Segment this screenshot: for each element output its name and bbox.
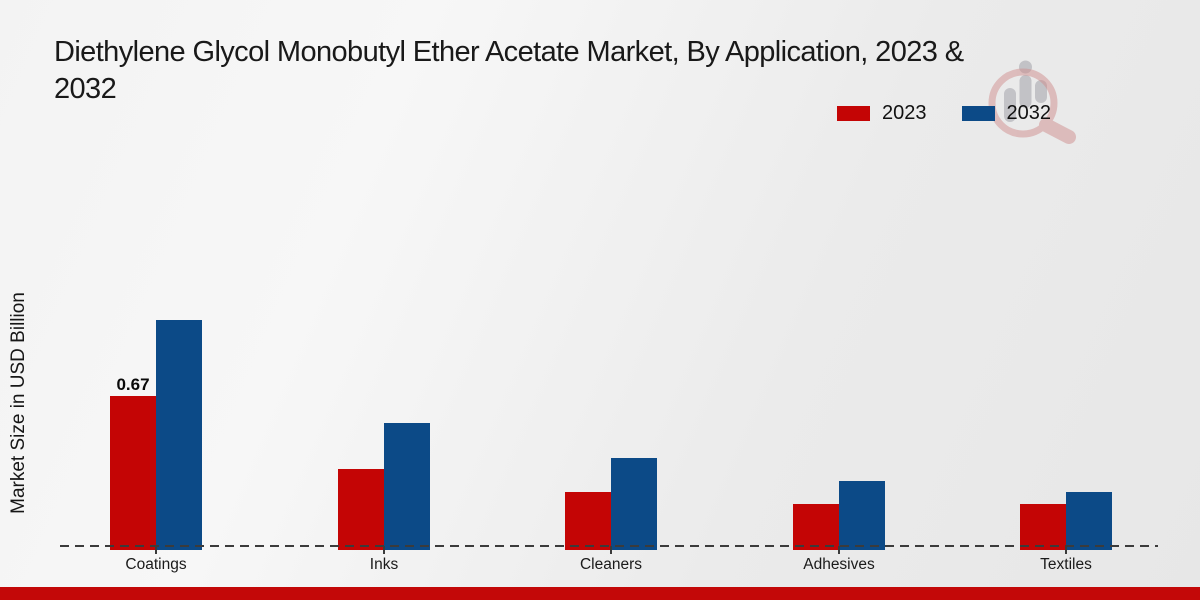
legend-item-2032: 2032 bbox=[961, 101, 1052, 125]
legend: 2023 2032 bbox=[837, 102, 1051, 124]
chart-title-line2: 2032 bbox=[54, 73, 117, 105]
chart-title: Diethylene Glycol Monobutyl Ether Acetat… bbox=[54, 34, 1184, 108]
x-axis-tick bbox=[1065, 546, 1067, 554]
value-label-coatings: 0.67 bbox=[116, 375, 150, 394]
x-axis-tick bbox=[155, 546, 157, 554]
category-label-textiles: Textiles bbox=[1040, 556, 1092, 573]
x-axis-tick bbox=[838, 546, 840, 554]
magnifier-bars-icon bbox=[988, 60, 1076, 144]
bar-2023-inks bbox=[338, 469, 384, 550]
zero-baseline bbox=[60, 545, 1158, 547]
category-label-coatings: Coatings bbox=[125, 556, 187, 573]
category-label-inks: Inks bbox=[369, 556, 399, 573]
legend-item-2023: 2023 bbox=[837, 102, 927, 125]
y-axis-label: Market Size in USD Billion bbox=[8, 292, 29, 514]
category-label-adhesives: Adhesives bbox=[803, 556, 875, 573]
category-label-cleaners: Cleaners bbox=[579, 556, 643, 573]
legend-swatch-2032 bbox=[961, 105, 995, 121]
bar-2032-inks bbox=[384, 423, 430, 550]
x-axis-tick bbox=[610, 546, 612, 554]
bar-2032-cleaners bbox=[611, 458, 657, 550]
bar-2023-textiles bbox=[1020, 504, 1066, 550]
bar-2032-textiles bbox=[1066, 492, 1112, 550]
footer-accent-bar bbox=[0, 587, 1200, 600]
x-axis-tick bbox=[383, 546, 385, 554]
bar-2023-coatings bbox=[110, 396, 156, 550]
bar-2032-adhesives bbox=[839, 481, 885, 550]
legend-swatch-2023 bbox=[837, 105, 870, 121]
legend-label-2023: 2023 bbox=[882, 101, 927, 124]
legend-label-2032: 2032 bbox=[1006, 101, 1052, 124]
bar-2023-adhesives bbox=[793, 504, 839, 550]
bar-2023-cleaners bbox=[565, 492, 611, 550]
chart-title-line1: Diethylene Glycol Monobutyl Ether Acetat… bbox=[54, 36, 964, 68]
bar-2032-coatings bbox=[156, 320, 202, 550]
market-research-watermark-logo bbox=[985, 58, 1085, 158]
